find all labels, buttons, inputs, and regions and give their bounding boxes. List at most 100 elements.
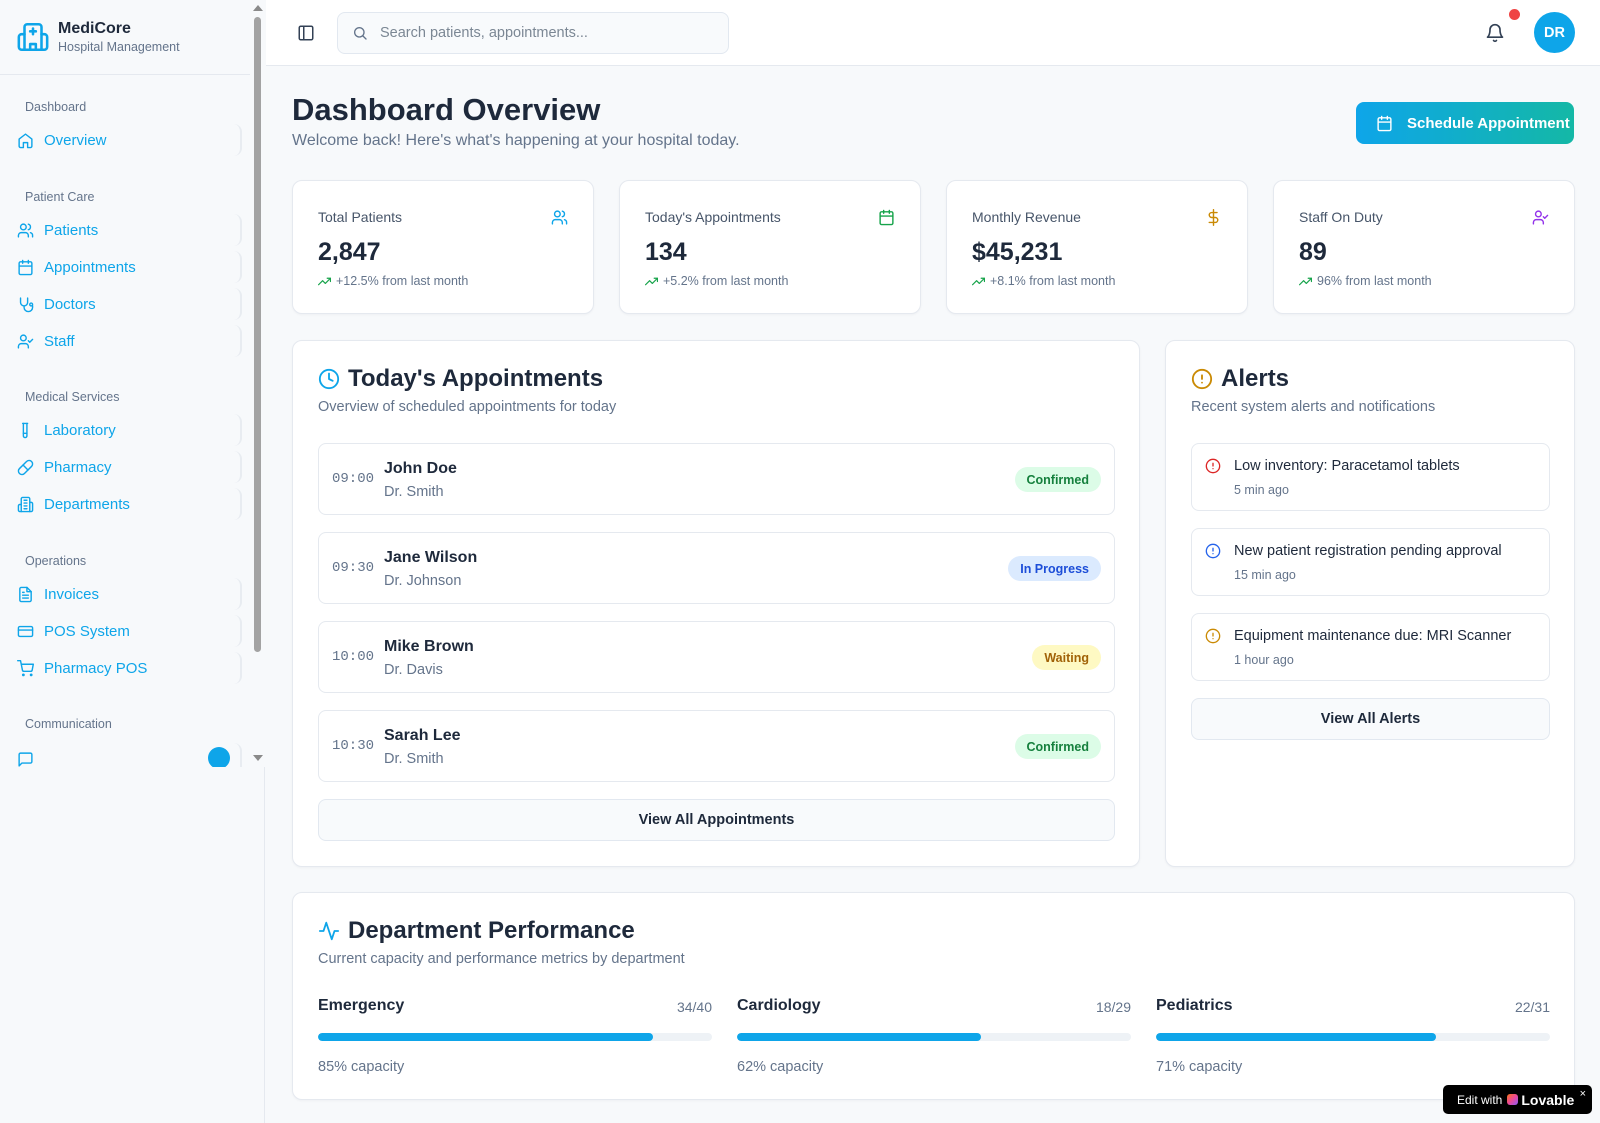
sidebar-nav: Dashboard Overview Patient Care Patients… [0,75,250,767]
credit-card-icon [17,625,34,637]
view-all-alerts-button[interactable]: View All Alerts [1191,698,1550,740]
stat-change: +12.5% from last month [318,274,468,288]
calendar-icon [1377,115,1392,131]
search-icon [354,27,367,40]
appointment-row[interactable]: 10:30 Sarah Lee Dr. Smith Confirmed [318,710,1115,782]
stat-label: Staff On Duty [1299,209,1383,225]
capacity-label: 85% capacity [318,1059,405,1075]
sidebar-item-overview[interactable]: Overview [14,124,242,156]
unread-badge [208,747,230,767]
brand-subtitle: Hospital Management [58,40,180,54]
stat-change-text: 96% from last month [1317,274,1432,288]
sidebar-item-messages[interactable] [14,743,242,767]
stat-value: $45,231 [972,238,1063,266]
trending-up-icon [972,277,985,285]
sidebar-item-pharmacy[interactable]: Pharmacy [14,451,242,483]
schedule-appointment-label: Schedule Appointment [1407,114,1570,132]
sidebar-item-label: Laboratory [44,421,116,439]
close-icon[interactable]: × [1579,1088,1586,1100]
sidebar-item-invoices[interactable]: Invoices [14,578,242,610]
appointment-time: 09:00 [332,471,375,487]
appointment-time: 10:00 [332,649,375,665]
alert-circle-icon [1191,368,1213,390]
department-count: 18/29 [1095,999,1131,1015]
stat-change-text: +5.2% from last month [663,274,789,288]
alert-item[interactable]: Low inventory: Paracetamol tablets 5 min… [1191,443,1550,511]
sidebar-item-label: Pharmacy [44,458,112,476]
appointment-row[interactable]: 09:30 Jane Wilson Dr. Johnson In Progres… [318,532,1115,604]
calendar-icon [879,209,894,226]
sidebar-item-departments[interactable]: Departments [14,488,242,520]
view-all-appointments-button[interactable]: View All Appointments [318,799,1115,841]
sidebar-item-label: Appointments [44,258,136,276]
department-name: Pediatrics [1156,997,1233,1014]
status-badge: Waiting [1032,645,1101,670]
edit-with-lovable-badge[interactable]: Edit with Lovable × [1443,1085,1592,1114]
sidebar-item-pharmacy-pos[interactable]: Pharmacy POS [14,652,242,684]
sidebar-item-appointments[interactable]: Appointments [14,251,242,283]
scroll-down-arrow-icon[interactable] [253,755,263,761]
alert-time: 1 hour ago [1234,653,1294,667]
department-name: Cardiology [737,997,821,1014]
sidebar-item-doctors[interactable]: Doctors [14,288,242,320]
sidebar-item-pos-system[interactable]: POS System [14,615,242,647]
stat-change: +8.1% from last month [972,274,1115,288]
stat-value: 89 [1299,238,1327,266]
capacity-fill [1156,1033,1436,1041]
appointments-title-text: Today's Appointments [348,365,604,392]
scroll-thumb[interactable] [254,17,261,652]
sidebar-item-label: Departments [44,495,130,513]
building-icon [17,496,34,512]
search-input[interactable] [380,25,710,41]
lovable-prefix: Edit with [1457,1092,1503,1107]
user-check-icon [17,333,34,349]
alert-item[interactable]: New patient registration pending approva… [1191,528,1550,596]
avatar[interactable]: DR [1534,12,1575,53]
lovable-brand: Lovable [1521,1091,1575,1108]
nav-group-communication: Communication [25,717,112,731]
status-badge: In Progress [1008,556,1101,581]
sidebar-item-laboratory[interactable]: Laboratory [14,414,242,446]
appointment-row[interactable]: 09:00 John Doe Dr. Smith Confirmed [318,443,1115,515]
trending-up-icon [645,277,658,285]
shopping-cart-icon [17,659,34,676]
capacity-label: 71% capacity [1156,1059,1243,1075]
sidebar-toggle-icon[interactable] [297,24,315,42]
stat-change: 96% from last month [1299,274,1432,288]
page-subtitle: Welcome back! Here's what's happening at… [292,132,740,149]
search-box[interactable] [337,12,729,54]
nav-group-medical-services: Medical Services [25,390,120,404]
capacity-bar [1156,1033,1550,1041]
stat-value: 2,847 [318,238,381,266]
trending-up-icon [1299,277,1312,285]
notification-dot [1509,9,1520,20]
calendar-icon [18,259,33,275]
alerts-title: Alerts [1191,365,1289,393]
department-count: 34/40 [676,999,712,1015]
nav-group-patient-care: Patient Care [25,190,95,204]
bell-icon[interactable] [1485,23,1505,43]
appointment-row[interactable]: 10:00 Mike Brown Dr. Davis Waiting [318,621,1115,693]
alert-time: 15 min ago [1234,568,1296,582]
alert-item[interactable]: Equipment maintenance due: MRI Scanner 1… [1191,613,1550,681]
stat-value: 134 [645,238,687,266]
status-badge: Confirmed [1014,467,1101,492]
test-tube-icon [21,422,29,438]
alert-circle-icon [1205,543,1221,559]
sidebar-scrollbar[interactable] [250,0,265,767]
department-subtitle: Current capacity and performance metrics… [318,951,685,967]
scroll-up-arrow-icon[interactable] [253,5,263,11]
appointment-doctor: Dr. Smith [384,484,444,500]
alerts-title-text: Alerts [1221,365,1290,392]
department-name: Emergency [318,997,405,1014]
appointment-patient: Sarah Lee [384,727,461,744]
nav-group-operations: Operations [25,554,87,568]
schedule-appointment-button[interactable]: Schedule Appointment [1356,102,1574,144]
activity-icon [318,921,340,941]
brand[interactable]: MediCore Hospital Management [0,0,250,75]
alert-message: Low inventory: Paracetamol tablets [1234,458,1460,474]
alert-message: Equipment maintenance due: MRI Scanner [1234,628,1512,644]
sidebar-item-staff[interactable]: Staff [14,325,242,357]
stat-card-total-patients: Total Patients 2,847 +12.5% from last mo… [292,180,594,314]
sidebar-item-patients[interactable]: Patients [14,214,242,246]
